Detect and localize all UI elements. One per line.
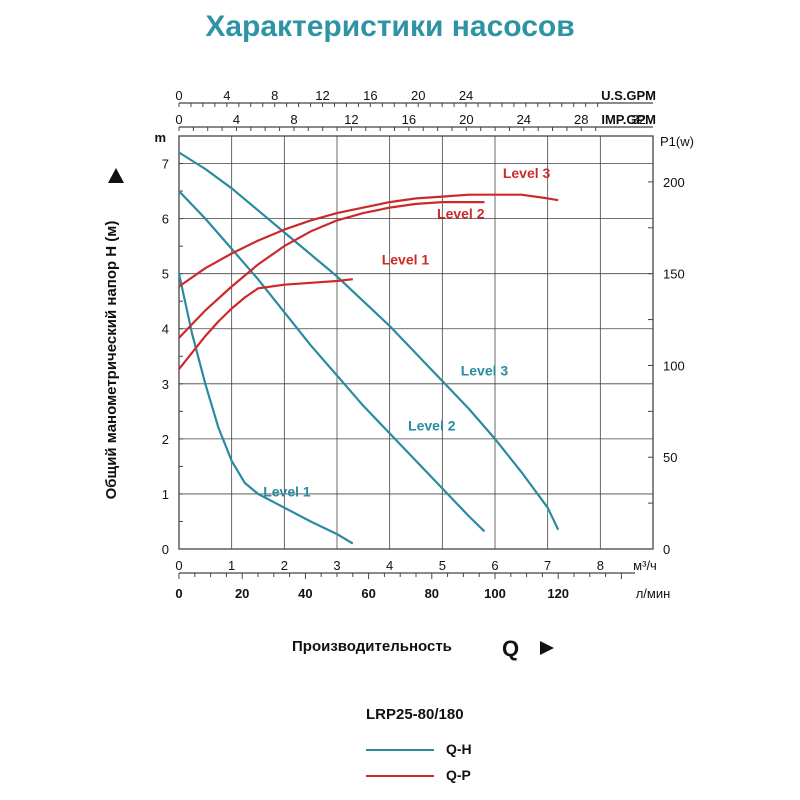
qp-curve [178, 201, 485, 339]
x-tick-label: 1 [228, 558, 235, 573]
x-tick-label: 3 [333, 558, 340, 573]
x-tick-label: 4 [386, 558, 393, 573]
usgpm-tick-label: 16 [363, 88, 377, 103]
usgpm-tick-label: 0 [175, 88, 182, 103]
impgpm-tick-label: 4 [233, 112, 240, 127]
x-tick-label: 5 [439, 558, 446, 573]
lmin-tick-label: 60 [361, 586, 375, 601]
lmin-tick-label: 80 [425, 586, 439, 601]
x-tick-label: 8 [597, 558, 604, 573]
x-unit-label: м³/ч [633, 558, 657, 573]
y2-tick-label: 0 [663, 542, 670, 557]
impgpm-tick-label: 12 [344, 112, 358, 127]
impgpm-tick-label: 24 [517, 112, 531, 127]
y2-tick-label: 200 [663, 175, 685, 190]
impgpm-tick-label: 8 [290, 112, 297, 127]
legend-swatch-qp [366, 775, 434, 777]
qh-curve-label: Level 2 [408, 418, 456, 434]
x-axis-arrow-icon [540, 641, 554, 655]
qh-curve-label: Level 3 [461, 363, 509, 379]
qh-curve [177, 273, 354, 545]
qh-curve [178, 190, 486, 533]
page-title: Характеристики насосов [205, 10, 575, 43]
x-tick-label: 0 [175, 558, 182, 573]
usgpm-tick-label: 24 [459, 88, 473, 103]
x-axis-symbol: Q [502, 636, 520, 661]
qp-curve-label: Level 2 [437, 206, 485, 222]
lmin-unit-label: л/мин [636, 586, 671, 601]
x-axis-label: Производительность [292, 638, 452, 655]
impgpm-tick-label: 32 [632, 112, 646, 127]
qp-curve-label: Level 3 [503, 165, 551, 181]
lmin-tick-label: 40 [298, 586, 312, 601]
legend-label-qh: Q-H [446, 741, 472, 757]
usgpm-tick-label: 20 [411, 88, 425, 103]
y-tick-label: 7 [162, 157, 169, 172]
y-tick-label: 2 [162, 432, 169, 447]
lmin-tick-label: 20 [235, 586, 249, 601]
x-tick-label: 2 [281, 558, 288, 573]
qp-curve-label: Level 1 [382, 251, 430, 267]
impgpm-tick-label: 0 [175, 112, 182, 127]
usgpm-tick-label: 4 [223, 88, 230, 103]
usgpm-tick-label: 12 [315, 88, 329, 103]
model-label: LRP25-80/180 [366, 706, 464, 723]
impgpm-tick-label: 16 [402, 112, 416, 127]
usgpm-tick-label: 8 [271, 88, 278, 103]
y2-tick-label: 50 [663, 450, 677, 465]
impgpm-unit-label: IMP.GPM [601, 112, 656, 127]
y-unit-label: m [154, 130, 166, 145]
qp-curve [178, 278, 353, 370]
y-tick-label: 1 [162, 487, 169, 502]
plot-frame [178, 135, 654, 550]
qh-curve-label: Level 1 [263, 484, 311, 500]
x-tick-label: 7 [544, 558, 551, 573]
impgpm-tick-label: 28 [574, 112, 588, 127]
legend-label-qp: Q-P [446, 767, 471, 783]
y2-unit-label: P1(w) [660, 134, 694, 149]
y-tick-label: 5 [162, 267, 169, 282]
lmin-tick-label: 0 [175, 586, 182, 601]
lmin-tick-label: 120 [547, 586, 569, 601]
x-tick-label: 6 [491, 558, 498, 573]
impgpm-tick-label: 20 [459, 112, 473, 127]
y-axis-arrow-icon [108, 168, 124, 183]
y-tick-label: 3 [162, 377, 169, 392]
y-tick-label: 6 [162, 212, 169, 227]
y2-tick-label: 100 [663, 358, 685, 373]
y-axis-label: Общий манометрический напор H (м) [103, 221, 120, 500]
qp-curve [178, 193, 559, 288]
legend-swatch-qh [366, 749, 434, 751]
lmin-tick-label: 100 [484, 586, 506, 601]
qh-curve [178, 151, 560, 531]
usgpm-unit-label: U.S.GPM [601, 88, 656, 103]
y-tick-label: 0 [162, 542, 169, 557]
y2-tick-label: 150 [663, 267, 685, 282]
y-tick-label: 4 [162, 322, 169, 337]
